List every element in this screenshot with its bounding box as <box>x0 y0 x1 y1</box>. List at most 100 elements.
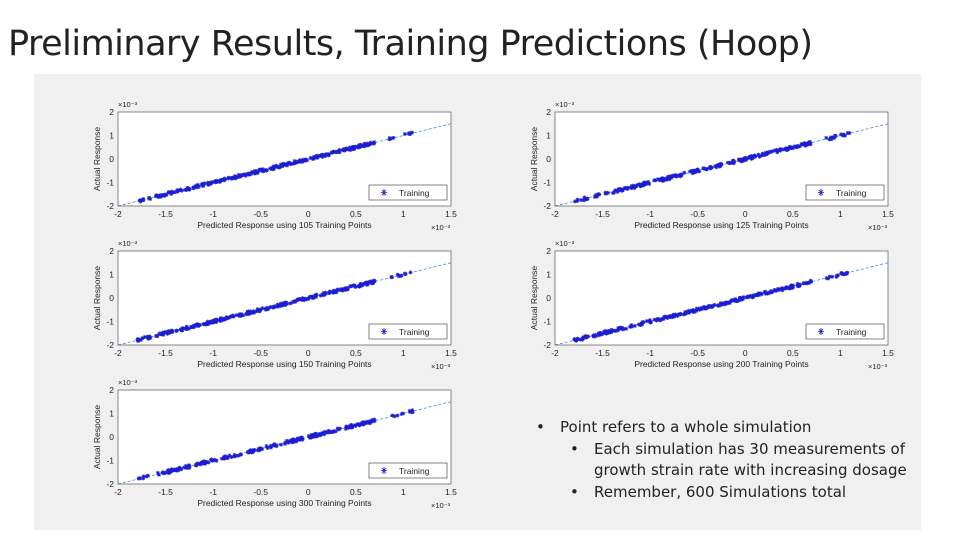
data-point <box>639 322 644 327</box>
data-point <box>593 332 598 337</box>
data-point <box>399 411 404 416</box>
data-point <box>295 436 300 441</box>
data-point <box>170 328 175 333</box>
x-axis-label: Predicted Response using 105 Training Po… <box>197 220 371 230</box>
data-point <box>342 148 347 153</box>
data-point <box>729 298 734 303</box>
y-tick-label: -2 <box>106 340 114 350</box>
data-point <box>619 188 624 193</box>
data-point <box>174 328 179 333</box>
data-point <box>320 154 325 159</box>
data-point <box>138 337 143 342</box>
data-point <box>309 294 314 299</box>
data-point <box>295 297 300 302</box>
data-point <box>773 288 778 293</box>
scatter-chart: -2 -1.5 -1 -0.5 0 0.5 1 1.5 -2 -1 0 1 2 ×10⁻³ ×10⁻³ Pre… <box>92 100 457 232</box>
data-point <box>653 178 658 183</box>
data-point <box>844 271 849 276</box>
data-point <box>187 465 192 470</box>
data-point <box>395 413 400 418</box>
data-point <box>740 297 745 302</box>
data-point <box>348 423 353 428</box>
legend: Training <box>805 323 885 340</box>
data-point <box>238 173 243 178</box>
data-point <box>140 336 145 341</box>
data-point <box>756 152 761 157</box>
data-point <box>738 297 743 302</box>
data-point <box>159 192 164 197</box>
y-tick-label: 1 <box>109 409 114 419</box>
data-point <box>137 476 142 481</box>
data-point <box>227 453 232 458</box>
data-point <box>217 178 222 183</box>
x-axis-label: Predicted Response using 150 Training Po… <box>197 359 371 369</box>
legend-marker <box>381 328 387 335</box>
data-point <box>712 302 717 307</box>
data-point <box>302 158 307 163</box>
data-point <box>172 468 177 473</box>
data-point <box>145 473 150 478</box>
x-exponent: ×10⁻³ <box>431 362 451 371</box>
data-point <box>187 463 192 468</box>
x-tick-label: 0.5 <box>787 348 799 358</box>
point-group <box>136 408 415 481</box>
data-point <box>809 279 814 284</box>
data-point <box>647 181 652 186</box>
x-tick-label: -2 <box>551 209 559 219</box>
sub-bullet-text: Each simulation has 30 measurements of g… <box>594 439 907 480</box>
data-point <box>289 438 294 443</box>
axes-box <box>554 250 889 346</box>
data-point <box>264 168 269 173</box>
data-point <box>632 323 637 328</box>
data-point <box>580 337 585 342</box>
data-point <box>694 306 699 311</box>
x-tick-label: 0 <box>306 348 311 358</box>
data-point <box>683 311 688 316</box>
data-point <box>334 150 339 155</box>
data-point <box>154 193 159 198</box>
data-point <box>330 150 335 155</box>
data-point <box>288 301 293 306</box>
data-point <box>243 172 248 177</box>
data-point <box>801 281 806 286</box>
data-point <box>642 180 647 185</box>
data-point <box>695 168 700 173</box>
data-point <box>358 281 363 286</box>
data-point <box>201 322 206 327</box>
data-point <box>252 448 257 453</box>
data-point <box>366 282 371 287</box>
data-point <box>410 410 415 415</box>
plot-200: -2 -1.5 -1 -0.5 0 0.5 1 1.5 -2 -1 0 1 2 ×10⁻³ ×10⁻³ Pre… <box>525 235 897 375</box>
data-point <box>199 460 204 465</box>
y-tick-label: -2 <box>543 201 551 211</box>
data-point <box>335 287 340 292</box>
data-point <box>186 187 191 192</box>
x-tick-label: -1 <box>209 487 217 497</box>
x-exponent: ×10⁻³ <box>868 362 888 371</box>
data-point <box>214 319 219 324</box>
data-point <box>784 148 789 153</box>
data-point <box>264 443 269 448</box>
data-point <box>217 318 222 323</box>
data-point <box>363 143 368 148</box>
data-point <box>678 174 683 179</box>
data-point <box>165 331 170 336</box>
data-point <box>371 141 376 146</box>
data-point <box>219 456 224 461</box>
legend-label: Training <box>399 466 430 476</box>
data-point <box>710 303 715 308</box>
data-point <box>337 150 342 155</box>
data-point <box>632 185 637 190</box>
data-point <box>699 307 704 312</box>
data-point <box>655 177 660 182</box>
x-axis-label: Predicted Response using 125 Training Po… <box>634 220 808 230</box>
x-tick-label: -1.5 <box>158 487 173 497</box>
data-point <box>804 281 809 286</box>
data-point <box>356 143 361 148</box>
data-point <box>714 165 719 170</box>
scatter-chart: -2 -1.5 -1 -0.5 0 0.5 1 1.5 -2 -1 0 1 2 ×10⁻³ ×10⁻³ Pre… <box>529 239 894 371</box>
data-point <box>182 465 187 470</box>
data-point <box>583 197 588 202</box>
data-point <box>640 320 645 325</box>
x-tick-label: -1 <box>646 348 654 358</box>
